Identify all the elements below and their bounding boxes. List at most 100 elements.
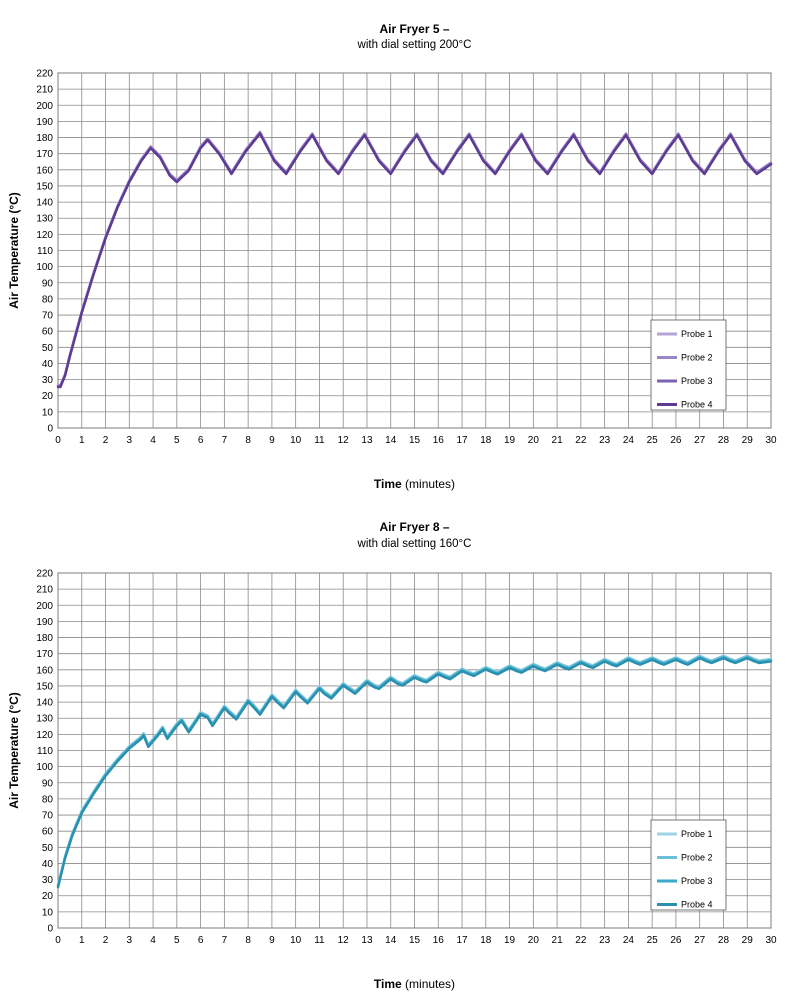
legend-label: Probe 1 — [681, 829, 713, 839]
y-tick-label: 0 — [47, 424, 53, 435]
y-tick-label: 100 — [36, 762, 53, 773]
y-tick-label: 120 — [36, 230, 53, 241]
y-axis-label: Air Temperature (°C) — [7, 192, 21, 309]
x-tick-label: 7 — [222, 435, 228, 446]
legend: Probe 1 Probe 2 Probe 3 Probe 4 — [650, 819, 727, 911]
y-tick-label: 10 — [42, 907, 54, 918]
x-tick-label: 17 — [456, 935, 468, 946]
x-tick-label: 24 — [623, 435, 635, 446]
x-tick-label: 6 — [198, 935, 204, 946]
y-tick-label: 170 — [36, 149, 53, 160]
y-tick-label: 100 — [36, 262, 53, 273]
grid — [57, 72, 772, 429]
y-tick-label: 50 — [42, 343, 54, 354]
x-axis-label: Time (minutes) — [374, 977, 455, 991]
x-tick-label: 9 — [269, 435, 275, 446]
x-tick-label: 16 — [433, 435, 445, 446]
legend-label: Probe 4 — [681, 900, 713, 910]
y-tick-label: 30 — [42, 875, 54, 886]
x-tick-label: 20 — [528, 935, 540, 946]
x-tick-label: 26 — [670, 935, 682, 946]
chart-air-fryer-8: Air Fryer 8 –with dial setting 160°C0 1 2 3… — [7, 520, 777, 991]
y-axis-label: Air Temperature (°C) — [7, 692, 21, 809]
x-tick-label: 5 — [174, 935, 180, 946]
y-tick-label: 190 — [36, 617, 53, 628]
x-tick-label: 22 — [575, 935, 587, 946]
x-tick-label: 16 — [433, 935, 445, 946]
legend: Probe 1 Probe 2 Probe 3 Probe 4 — [650, 319, 727, 411]
x-tick-label: 24 — [623, 935, 635, 946]
x-tick-label: 2 — [103, 435, 109, 446]
x-tick-label: 18 — [480, 935, 492, 946]
chart-subtitle: with dial setting 160°C — [357, 538, 472, 550]
x-tick-labels: 0 1 2 3 4 5 6 7 8 9 10 11 12 13 14 15 16 17 18 19 20 21 22 23 24… — [55, 935, 777, 946]
y-tick-labels: 0 10 20 30 40 50 60 70 80 90 100 110 120 130 140 150 160… — [36, 69, 53, 435]
x-tick-label: 20 — [528, 435, 540, 446]
y-tick-label: 160 — [36, 665, 53, 676]
x-tick-label: 15 — [409, 435, 421, 446]
x-tick-label: 11 — [314, 935, 325, 946]
y-tick-label: 60 — [42, 827, 54, 838]
y-tick-label: 210 — [36, 585, 53, 596]
x-tick-label: 0 — [55, 935, 61, 946]
x-tick-label: 28 — [718, 435, 730, 446]
x-tick-label: 14 — [385, 935, 397, 946]
y-tick-label: 110 — [37, 746, 53, 757]
y-tick-label: 60 — [42, 327, 54, 338]
y-tick-label: 90 — [42, 278, 54, 289]
x-tick-label: 9 — [269, 935, 275, 946]
chart-subtitle: with dial setting 200°C — [357, 39, 472, 51]
y-tick-label: 150 — [36, 681, 53, 692]
y-tick-label: 20 — [42, 891, 54, 902]
x-tick-label: 4 — [150, 435, 156, 446]
x-tick-label: 11 — [314, 435, 325, 446]
x-tick-label: 17 — [456, 435, 468, 446]
y-tick-label: 160 — [36, 165, 53, 176]
y-tick-label: 110 — [37, 246, 53, 257]
legend-label: Probe 1 — [681, 329, 713, 339]
x-tick-label: 18 — [480, 435, 492, 446]
x-tick-label: 13 — [361, 935, 373, 946]
x-tick-label: 30 — [765, 435, 777, 446]
legend-label: Probe 3 — [681, 876, 713, 886]
x-tick-label: 10 — [290, 935, 302, 946]
y-tick-label: 190 — [36, 117, 53, 128]
x-tick-label: 14 — [385, 435, 397, 446]
y-tick-label: 40 — [42, 859, 54, 870]
x-tick-label: 22 — [575, 435, 587, 446]
x-tick-label: 1 — [79, 435, 85, 446]
x-tick-label: 13 — [361, 435, 373, 446]
x-tick-labels: 0 1 2 3 4 5 6 7 8 9 10 11 12 13 14 15 16 17 18 19 20 21 22 23 24… — [55, 435, 777, 446]
y-tick-label: 0 — [47, 924, 53, 935]
y-tick-label: 200 — [36, 101, 53, 112]
x-tick-label: 8 — [245, 935, 251, 946]
x-tick-label: 27 — [694, 435, 706, 446]
y-tick-label: 170 — [36, 649, 53, 660]
x-tick-label: 6 — [198, 435, 204, 446]
x-tick-label: 23 — [599, 935, 611, 946]
x-tick-label: 19 — [504, 935, 516, 946]
y-tick-label: 90 — [42, 778, 54, 789]
y-tick-label: 220 — [36, 569, 53, 580]
series-lines — [56, 654, 773, 889]
x-tick-label: 7 — [222, 935, 228, 946]
x-tick-label: 3 — [127, 935, 133, 946]
series-lines — [56, 130, 773, 389]
chart-air-fryer-5: Air Fryer 5 –with dial setting 200°C0 1 2 3… — [7, 22, 777, 491]
x-tick-label: 5 — [174, 435, 180, 446]
x-tick-label: 2 — [103, 935, 109, 946]
y-tick-label: 200 — [36, 601, 53, 612]
y-tick-label: 140 — [36, 198, 53, 209]
x-tick-label: 29 — [742, 435, 754, 446]
series-line-probe-4 — [56, 132, 773, 389]
x-tick-label: 30 — [765, 935, 777, 946]
y-tick-label: 130 — [36, 214, 53, 225]
y-tick-labels: 0 10 20 30 40 50 60 70 80 90 100 110 120 130 140 150 160… — [36, 569, 53, 935]
x-tick-label: 23 — [599, 435, 611, 446]
x-tick-label: 10 — [290, 435, 302, 446]
y-tick-label: 40 — [42, 359, 54, 370]
x-tick-label: 27 — [694, 935, 706, 946]
x-tick-label: 25 — [647, 435, 659, 446]
x-tick-label: 1 — [79, 935, 85, 946]
